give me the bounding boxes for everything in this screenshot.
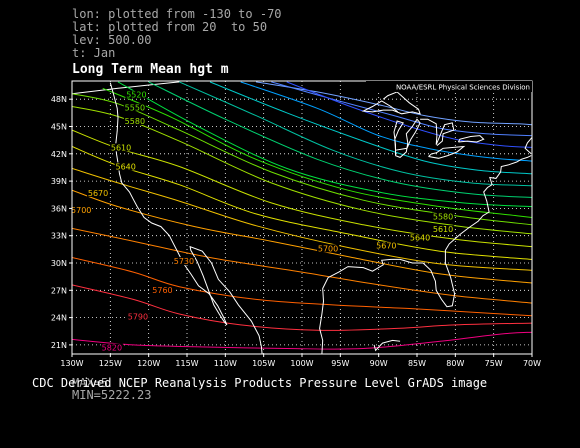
- contour-label-bg: [110, 143, 133, 152]
- y-tick-label: 45N: [51, 123, 67, 132]
- contour-5580: [72, 106, 532, 235]
- contour-5460: [117, 81, 532, 208]
- level-text: lev: 500.00: [72, 33, 152, 47]
- x-tick-label: 130W: [60, 359, 83, 368]
- latitude-ticks: 21N 24N 27N 30N 33N 36N 39N 42N 45N 48N: [51, 95, 72, 350]
- contour-label-bg: [100, 343, 123, 352]
- contour-label: 5580: [125, 117, 145, 126]
- contour-5820: [72, 331, 532, 350]
- x-tick-label: 125W: [99, 359, 122, 368]
- contour-label-bg: [432, 212, 455, 221]
- contour-label: 5580: [433, 213, 453, 222]
- x-tick-label: 90W: [370, 359, 388, 368]
- y-tick-label: 21N: [51, 341, 67, 350]
- contour-label-bg: [172, 257, 195, 266]
- contour-label: 5520: [126, 91, 146, 100]
- y-tick-label: 30N: [51, 259, 67, 268]
- contour-5760: [72, 257, 532, 317]
- contour-label-bg: [409, 233, 432, 242]
- x-tick-label: 110W: [214, 359, 237, 368]
- contour-label-bg: [375, 241, 398, 250]
- contour-label-bg: [123, 116, 146, 125]
- credit-box: [366, 81, 532, 92]
- contour-label-bg: [87, 188, 110, 197]
- x-tick-label: 105W: [252, 359, 275, 368]
- contour-label: 5640: [115, 162, 135, 171]
- coastline: [373, 339, 401, 352]
- coastline: [524, 132, 532, 155]
- contour-label-bg: [151, 286, 174, 295]
- contour-label-bg: [317, 244, 340, 253]
- y-tick-label: 36N: [51, 204, 67, 213]
- coastline: [428, 145, 466, 159]
- min-value-text: MIN=5222.23: [72, 388, 152, 402]
- lon-range-text: lon: plotted from -130 to -70: [72, 7, 282, 21]
- contour-5220: [72, 81, 180, 95]
- contour-label: 5610: [111, 143, 131, 152]
- contour-label: 5790: [128, 313, 148, 322]
- contour-5790: [72, 284, 532, 331]
- contour-label: 5610: [433, 225, 453, 234]
- credit-text: NOAA/ESRL Physical Sciences Division: [396, 84, 530, 92]
- contour-label: 5700: [71, 206, 91, 215]
- lat-range-text: lat: plotted from 20 to 50: [72, 20, 268, 34]
- y-tick-label: 42N: [51, 150, 67, 159]
- contour-label: 5730: [174, 257, 194, 266]
- coastline: [457, 135, 485, 143]
- contour-5370: [209, 81, 532, 175]
- contour-label: 5700: [318, 244, 338, 253]
- x-tick-label: 80W: [446, 359, 464, 368]
- contour-5670: [72, 167, 532, 271]
- coastline: [393, 118, 421, 158]
- x-tick-label: 70W: [523, 359, 541, 368]
- x-tick-label: 75W: [485, 359, 503, 368]
- y-tick-label: 39N: [51, 177, 67, 186]
- x-tick-label: 120W: [137, 359, 160, 368]
- contour-label: 5760: [152, 286, 172, 295]
- coastlines: [109, 82, 532, 354]
- time-text: t: Jan: [72, 46, 116, 60]
- image-footer: CDC Derived NCEP Reanalysis Products Pre…: [32, 376, 488, 390]
- contour-label-bg: [432, 225, 455, 234]
- contour-label: 5640: [410, 233, 430, 242]
- x-tick-label: 85W: [408, 359, 426, 368]
- y-tick-label: 33N: [51, 232, 67, 241]
- x-tick-label: 95W: [331, 359, 349, 368]
- y-tick-label: 48N: [51, 95, 67, 104]
- contour-label-bg: [70, 206, 93, 215]
- contour-label: 5670: [376, 242, 396, 251]
- contour-5550: [72, 93, 532, 226]
- contour-5340: [240, 81, 532, 162]
- contour-5430: [148, 81, 532, 198]
- x-tick-label: 100W: [290, 359, 313, 368]
- coastline: [420, 118, 455, 146]
- contour-5700: [72, 189, 532, 284]
- contour-5250: [255, 81, 532, 126]
- contour-label-bg: [125, 90, 148, 99]
- max-value-text: MAX=5: [72, 376, 109, 390]
- contour-label: 5550: [125, 103, 145, 112]
- y-tick-label: 27N: [51, 286, 67, 295]
- contour-5730: [72, 227, 532, 304]
- contour-label: 5670: [88, 189, 108, 198]
- contour-5400: [179, 81, 532, 187]
- contour-5520: [102, 87, 532, 218]
- contour-label-bg: [126, 312, 149, 321]
- contour-label-bg: [123, 103, 146, 112]
- x-tick-label: 115W: [175, 359, 198, 368]
- longitude-ticks: 130W 125W 120W 115W 110W 105W 100W 95W 90W 85W 80W…: [60, 354, 541, 368]
- contour-label-bg: [114, 162, 137, 171]
- contour-labels: 5520555055805610564056705700573057605790…: [70, 90, 455, 353]
- contour-label: 5820: [102, 344, 122, 353]
- coastline: [319, 155, 532, 354]
- map-title: Long Term Mean hgt m: [72, 62, 229, 77]
- coastline: [361, 91, 421, 115]
- y-tick-label: 24N: [51, 314, 67, 323]
- contour-5310: [286, 81, 532, 148]
